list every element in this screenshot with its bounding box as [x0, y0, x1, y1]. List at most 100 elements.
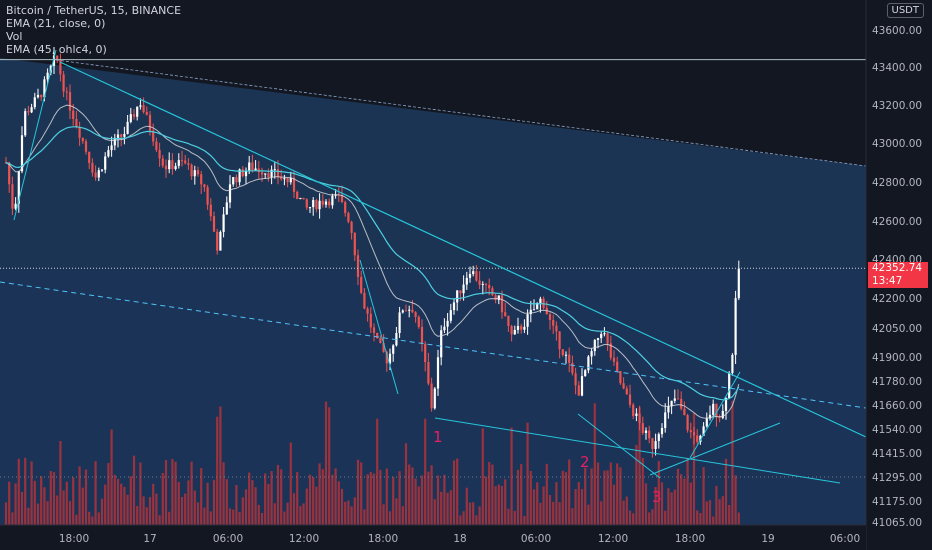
volume-bar: [200, 468, 203, 525]
candle-body: [446, 320, 449, 327]
volume-bar: [481, 428, 484, 525]
volume-bar: [84, 469, 88, 525]
candle-body: [625, 388, 628, 395]
volume-bar: [459, 515, 462, 525]
candle-body: [507, 315, 510, 326]
volume-bar: [104, 484, 107, 525]
volume-bar: [27, 507, 30, 525]
candle-body: [260, 172, 264, 175]
candle-body: [180, 160, 184, 162]
candle-body: [504, 312, 507, 316]
last-price-countdown: 13:47: [872, 275, 903, 287]
volume-bar: [36, 503, 40, 525]
candle-body: [312, 200, 315, 208]
candle-body: [673, 398, 676, 401]
volume-bar: [542, 486, 545, 525]
candle-body: [612, 357, 616, 362]
volume-bar: [564, 472, 568, 525]
candle-body: [596, 338, 600, 341]
candle-body: [46, 72, 49, 80]
volume-bar: [123, 486, 126, 525]
candle-body: [171, 160, 174, 170]
volume-bar: [520, 464, 523, 525]
candle-body: [17, 171, 20, 204]
volume-bar: [312, 477, 315, 525]
volume-bar: [513, 510, 516, 525]
candle-body: [372, 327, 376, 333]
volume-bar: [321, 469, 324, 525]
candle-body: [481, 283, 484, 285]
candle-body: [667, 406, 670, 413]
candle-body: [593, 340, 596, 352]
volume-bar: [235, 485, 238, 525]
volume-bar: [721, 496, 724, 525]
volume-bar: [532, 489, 536, 525]
volume-bar: [171, 459, 174, 525]
volume-bar: [612, 484, 616, 525]
candle-body: [513, 329, 516, 335]
volume-bar: [331, 474, 334, 525]
candle-body: [638, 413, 641, 424]
volume-bar: [340, 488, 344, 525]
volume-bar: [548, 494, 552, 525]
volume-bar: [196, 502, 200, 525]
candle-body: [670, 400, 673, 407]
volume-bar: [94, 461, 97, 525]
candle-body: [558, 331, 561, 350]
volume-bar: [692, 412, 696, 525]
volume-bar: [158, 515, 161, 525]
candle-body: [676, 398, 680, 400]
volume-bar: [318, 463, 321, 525]
last-price-tag: 42352.74 13:47: [868, 262, 928, 288]
candle-body: [56, 55, 59, 60]
volume-bar: [276, 464, 280, 525]
price-tick-label: 42050.00: [872, 323, 922, 335]
volume-bar: [523, 515, 526, 525]
candle-body: [702, 426, 705, 436]
candle-body: [33, 97, 36, 108]
volume-bar: [254, 487, 257, 525]
wave-label-1: 1: [433, 428, 443, 446]
candle-body: [267, 173, 270, 178]
volume-bar: [228, 508, 232, 525]
volume-bar: [97, 512, 100, 525]
volume-bar: [449, 490, 452, 525]
candle-body: [30, 107, 33, 113]
volume-bar: [478, 506, 481, 525]
candle-body: [20, 135, 24, 172]
volume-bar: [366, 474, 369, 525]
volume-bar: [654, 487, 657, 525]
candle-body: [244, 170, 248, 177]
volume-bar: [20, 491, 24, 525]
time-axis[interactable]: 18:00 17 06:00 12:00 18:00 18 06:00 12:00 18:00 1…: [0, 524, 866, 550]
currency-button[interactable]: USDT: [886, 3, 924, 18]
candle-body: [200, 174, 203, 185]
candle-body: [526, 314, 529, 327]
candle-body: [152, 130, 155, 142]
volume-bar: [241, 497, 244, 525]
candle-body: [657, 434, 660, 442]
candle-body: [40, 94, 43, 98]
candle-body: [571, 362, 574, 374]
candle-body: [529, 309, 532, 315]
volume-bar: [120, 483, 123, 525]
wave-3-leg-line: [577, 413, 661, 479]
candle-body: [91, 162, 94, 173]
candle-body: [148, 114, 152, 131]
candle-body: [248, 162, 251, 171]
lower-wedge-line: [434, 417, 841, 484]
volume-bar: [33, 480, 36, 525]
volume-bar: [632, 513, 635, 525]
price-tick-label: 41900.00: [872, 352, 922, 364]
volume-bar: [305, 488, 308, 525]
candle-body: [705, 418, 708, 427]
volume-bar: [664, 510, 667, 525]
time-tick-label: 17: [143, 533, 156, 545]
volume-bar: [507, 508, 510, 525]
candle-body: [123, 133, 126, 137]
candle-body: [449, 310, 452, 321]
candle-body: [465, 277, 468, 285]
candle-body: [222, 214, 225, 232]
candle-body: [494, 295, 497, 300]
